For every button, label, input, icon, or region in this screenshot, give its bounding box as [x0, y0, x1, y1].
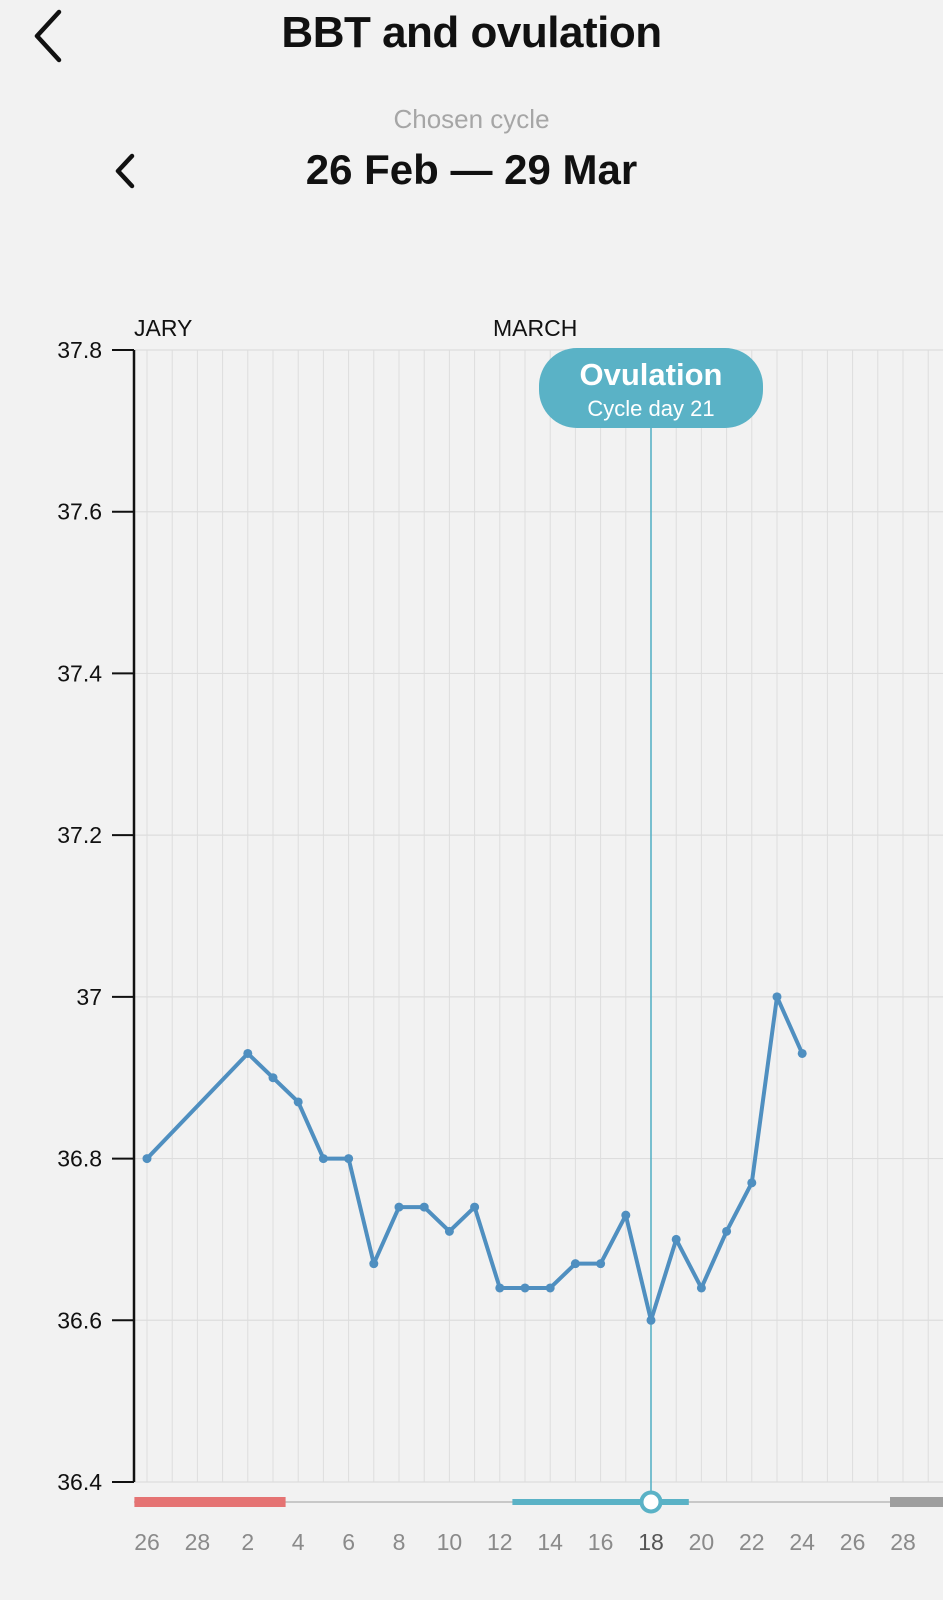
bbt-data-point[interactable]: [369, 1259, 379, 1269]
bbt-chart[interactable]: 37.8 37.6 37.4 37.2 37 36.8 36.6 36.4 JARY MARCHO…: [0, 300, 943, 1600]
bbt-data-point[interactable]: [470, 1202, 480, 1212]
x-tick-label: 16: [588, 1529, 614, 1555]
x-tick-label: 10: [437, 1529, 463, 1555]
x-tick-label: 14: [537, 1529, 563, 1555]
bbt-data-point[interactable]: [621, 1210, 631, 1220]
x-tick-label: 24: [789, 1529, 815, 1555]
bbt-series-line: [145, 994, 805, 1323]
month-label: JARY: [134, 315, 192, 341]
ovulation-title: Ovulation: [580, 357, 723, 392]
bbt-data-point[interactable]: [142, 1154, 152, 1164]
previous-cycle-button[interactable]: [100, 146, 150, 196]
cycle-date-range: 26 Feb — 29 Mar: [305, 146, 638, 193]
bbt-data-point[interactable]: [419, 1202, 429, 1212]
bbt-data-point[interactable]: [797, 1048, 807, 1058]
bbt-data-point[interactable]: [671, 1234, 681, 1244]
bbt-data-point[interactable]: [293, 1097, 303, 1107]
y-tick-label: 36.8: [57, 1146, 102, 1172]
x-tick-label: 28: [890, 1529, 916, 1555]
y-tick-label: 37.6: [57, 499, 102, 525]
bbt-data-point[interactable]: [596, 1259, 606, 1269]
bbt-data-point[interactable]: [344, 1154, 354, 1164]
bbt-data-point[interactable]: [268, 1073, 278, 1083]
bbt-data-point[interactable]: [722, 1226, 732, 1236]
y-tick-label: 37.4: [57, 660, 102, 686]
x-tick-label: 12: [487, 1529, 513, 1555]
bbt-data-point[interactable]: [747, 1178, 757, 1188]
month-label: MARCH: [493, 315, 577, 341]
bbt-data-point[interactable]: [545, 1283, 555, 1293]
bbt-data-point[interactable]: [570, 1259, 580, 1269]
x-tick-label: 4: [292, 1529, 305, 1555]
x-tick-label: 8: [393, 1529, 406, 1555]
chosen-cycle-label: Chosen cycle: [393, 104, 550, 134]
chevron-left-icon: [34, 9, 62, 63]
y-tick-label: 37.2: [57, 822, 102, 848]
x-tick-label: 20: [689, 1529, 715, 1555]
x-tick-label: 26: [840, 1529, 866, 1555]
x-tick-label: 26: [134, 1529, 160, 1555]
y-tick-label: 36.4: [57, 1469, 102, 1495]
bbt-data-point[interactable]: [243, 1048, 253, 1058]
bbt-data-point[interactable]: [495, 1283, 505, 1293]
y-tick-label: 36.6: [57, 1307, 102, 1333]
y-tick-label: 37.8: [57, 337, 102, 363]
next-cycle-bar: [890, 1497, 943, 1507]
fertile-window-bar: [512, 1499, 689, 1505]
x-tick-label: 2: [241, 1529, 254, 1555]
bbt-data-point[interactable]: [646, 1315, 656, 1325]
period-bar: [134, 1497, 286, 1507]
ovulation-badge[interactable]: [539, 348, 763, 428]
x-tick-label: 28: [185, 1529, 211, 1555]
bbt-data-point[interactable]: [394, 1202, 404, 1212]
bbt-data-point[interactable]: [696, 1283, 706, 1293]
ovulation-marker-dot[interactable]: [639, 1490, 663, 1514]
ovulation-subtitle: Cycle day 21: [587, 396, 714, 421]
bbt-data-point[interactable]: [520, 1283, 530, 1293]
chevron-left-icon: [115, 153, 135, 189]
x-tick-label: 6: [342, 1529, 355, 1555]
y-tick-label: 37: [76, 984, 102, 1010]
bbt-data-point[interactable]: [318, 1154, 328, 1164]
x-tick-label: 18: [638, 1529, 664, 1555]
bbt-data-point[interactable]: [444, 1226, 454, 1236]
back-button[interactable]: [18, 6, 78, 66]
page-title: BBT and ovulation: [281, 8, 662, 57]
bbt-data-point[interactable]: [772, 992, 782, 1002]
x-tick-label: 22: [739, 1529, 765, 1555]
